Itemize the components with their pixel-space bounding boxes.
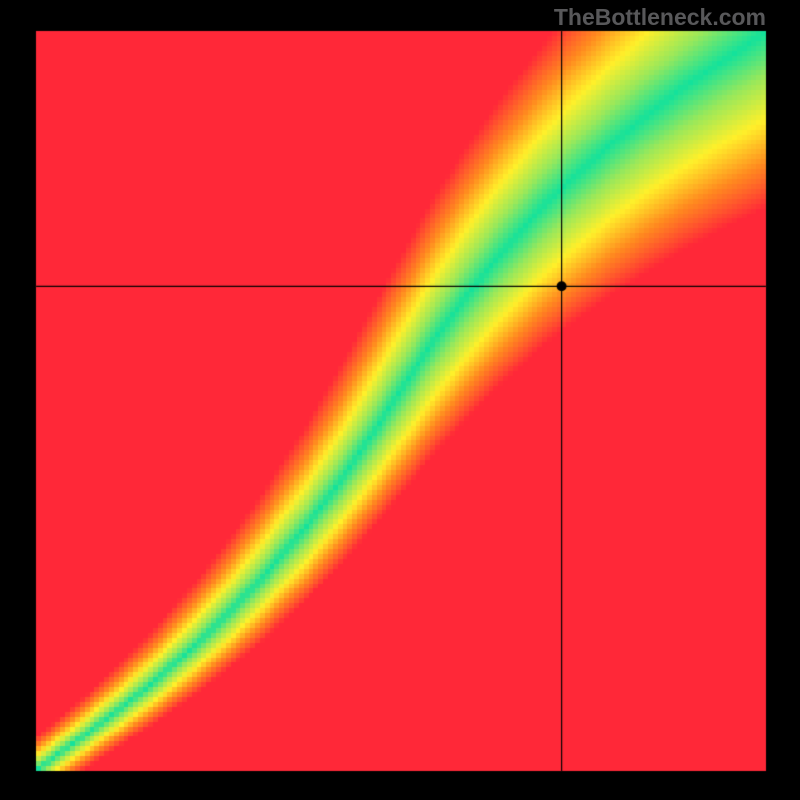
chart-container: TheBottleneck.com [0,0,800,800]
crosshair-overlay [0,0,800,800]
watermark-text: TheBottleneck.com [554,4,766,31]
